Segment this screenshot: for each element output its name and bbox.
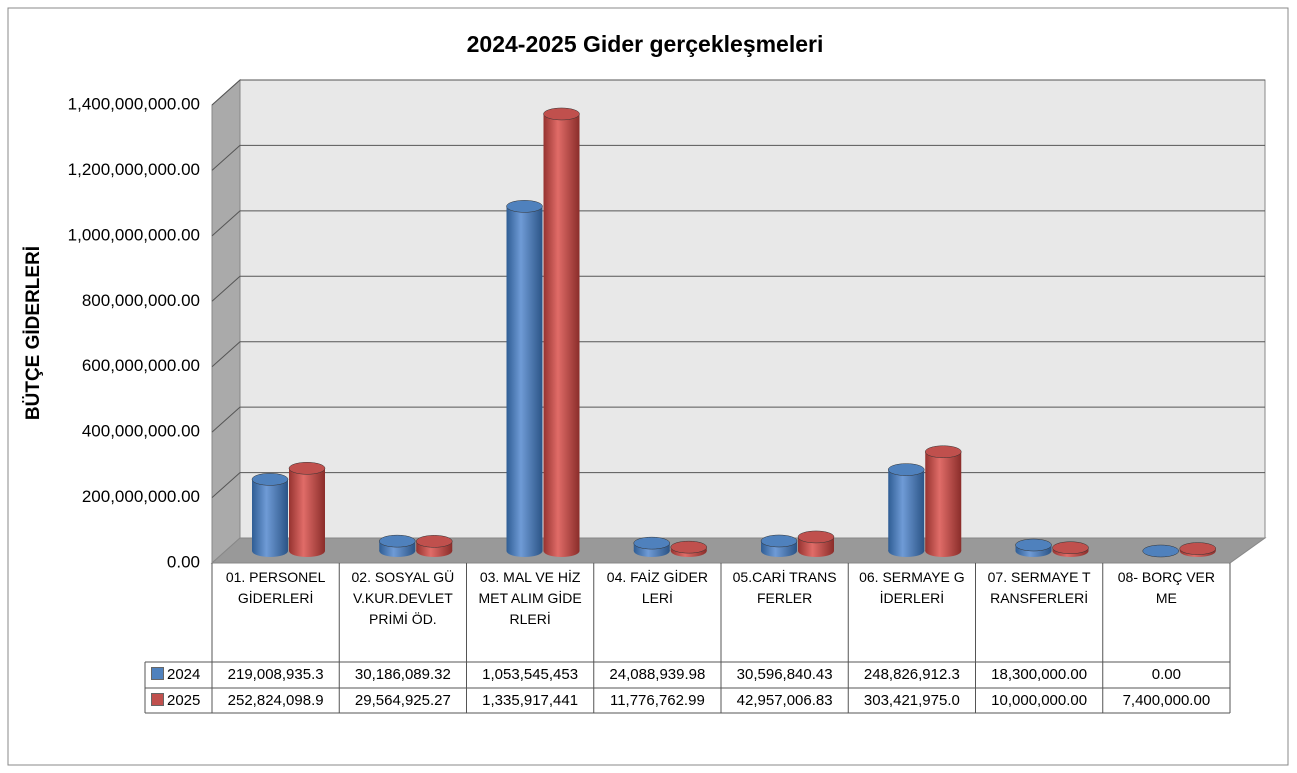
bar-body xyxy=(506,206,543,551)
table-value: 248,826,912.3 xyxy=(863,666,960,683)
bar xyxy=(888,463,925,557)
grid-line xyxy=(211,79,1265,106)
y-tick-label: 600,000,000.00 xyxy=(82,356,200,375)
bar-top xyxy=(251,473,289,486)
y-tick-label: 1,200,000,000.00 xyxy=(68,160,200,179)
y-tick-label: 1,400,000,000.00 xyxy=(68,94,200,113)
bar xyxy=(379,534,416,557)
table-value: 1,053,545,453 xyxy=(482,666,579,683)
bar-top xyxy=(543,107,580,121)
bar xyxy=(1052,541,1089,557)
table-value: 30,186,089.32 xyxy=(354,666,451,683)
bar-top xyxy=(670,540,707,554)
chart-title: 2024-2025 Gider gerçekleşmeleri xyxy=(467,31,824,57)
bar-body xyxy=(252,479,288,551)
table-value: 42,957,006.83 xyxy=(736,692,833,709)
grid-line xyxy=(211,406,1265,433)
table-value: 24,088,939.98 xyxy=(609,666,706,683)
category-label: 02. SOSYAL GÜV.KUR.DEVLET PRİMİ ÖD. xyxy=(351,569,455,627)
bar-top xyxy=(1179,542,1216,555)
grid-line xyxy=(211,341,1265,368)
table-value: 11,776,762.99 xyxy=(609,692,705,709)
bar-top xyxy=(925,445,962,458)
y-tick-label: 800,000,000.00 xyxy=(82,291,200,310)
bar xyxy=(633,536,670,557)
floor xyxy=(210,537,1267,564)
table-value: 10,000,000.00 xyxy=(991,692,1088,709)
bar-body xyxy=(289,468,325,551)
bar xyxy=(670,540,707,557)
bar xyxy=(1142,544,1179,558)
category-label: 01. PERSONEL GİDERLERİ xyxy=(225,569,326,606)
y-tick-label: 200,000,000.00 xyxy=(82,487,200,506)
category-label: 07. SERMAYE TRANSFERLERİ xyxy=(987,569,1091,606)
y-tick-label: 400,000,000.00 xyxy=(82,422,200,441)
bar-top xyxy=(760,534,798,548)
bar xyxy=(543,107,580,557)
bar xyxy=(1179,542,1216,557)
bar xyxy=(288,462,326,557)
table-value: 1,335,917,441 xyxy=(482,692,579,709)
table-value: 219,008,935.3 xyxy=(227,666,324,683)
grid-line xyxy=(211,275,1265,302)
category-label: 06. SERMAYE GİDERLERİ xyxy=(859,569,965,606)
back-wall xyxy=(239,79,1266,539)
table-value: 252,824,098.9 xyxy=(227,692,324,709)
legend-label: 2025 xyxy=(167,692,201,709)
bar xyxy=(1015,538,1052,557)
bar-top xyxy=(416,535,453,548)
bar-top xyxy=(1015,538,1052,552)
bar-top xyxy=(1142,544,1179,558)
bar-top xyxy=(797,530,835,544)
side-wall xyxy=(211,78,241,565)
table-value: 18,300,000.00 xyxy=(991,666,1088,683)
bar-top xyxy=(1052,541,1089,554)
bar-body xyxy=(925,451,962,551)
legend-item: 2025 xyxy=(145,688,200,713)
table-value: 303,421,975.0 xyxy=(863,692,960,709)
y-axis-title: BÜTÇE GİDERLERİ xyxy=(23,246,44,420)
grid-line xyxy=(211,210,1265,237)
bar-top xyxy=(633,536,670,550)
bar-body xyxy=(888,469,925,551)
bar xyxy=(797,530,835,557)
category-label: 03. MAL VE HİZMET ALIM GİDERLERİ xyxy=(478,569,582,627)
bar-body xyxy=(543,113,580,552)
bar-top xyxy=(506,200,543,213)
table-value: 7,400,000.00 xyxy=(1122,692,1211,709)
legend-label: 2024 xyxy=(167,666,201,683)
legend-swatch xyxy=(151,667,164,680)
table-value: 30,596,840.43 xyxy=(736,666,833,683)
bar-top xyxy=(379,534,416,548)
bar xyxy=(925,445,962,557)
bar xyxy=(506,200,543,557)
bar xyxy=(251,473,289,557)
bar-top xyxy=(888,463,925,476)
table-value: 29,564,925.27 xyxy=(354,692,451,709)
table-value: 0.00 xyxy=(1151,666,1181,683)
category-label: 08- BORÇ VERME xyxy=(1117,569,1215,606)
legend-swatch xyxy=(151,693,164,706)
legend-item: 2024 xyxy=(145,662,200,687)
category-label: 04. FAİZ GİDERLERİ xyxy=(606,569,708,606)
bar xyxy=(416,535,453,557)
grid-line xyxy=(211,144,1265,171)
y-tick-label: 0.00 xyxy=(167,552,200,571)
category-label: 05.CARİ TRANSFERLER xyxy=(732,569,837,606)
bar-top xyxy=(288,462,326,475)
y-tick-label: 1,000,000,000.00 xyxy=(68,225,200,244)
bar xyxy=(760,534,798,557)
